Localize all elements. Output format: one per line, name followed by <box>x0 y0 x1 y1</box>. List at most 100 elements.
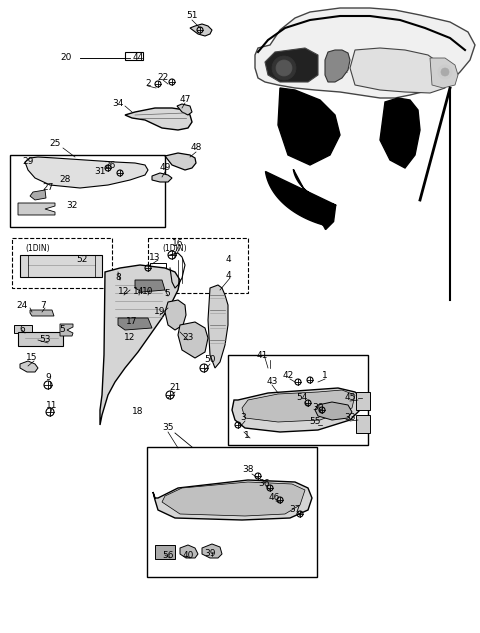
Text: (1DIN): (1DIN) <box>163 244 187 253</box>
Text: 32: 32 <box>66 201 78 210</box>
Text: 9: 9 <box>45 373 51 382</box>
Polygon shape <box>100 265 180 425</box>
Text: 49: 49 <box>159 163 171 173</box>
Text: 12: 12 <box>124 332 136 341</box>
Polygon shape <box>118 318 152 330</box>
Polygon shape <box>30 190 46 200</box>
Text: 37: 37 <box>289 506 301 515</box>
Bar <box>14 325 32 333</box>
Bar <box>10 155 165 227</box>
Polygon shape <box>25 157 148 188</box>
Text: 47: 47 <box>180 96 191 104</box>
Text: 30: 30 <box>312 403 324 413</box>
Polygon shape <box>350 48 448 93</box>
Circle shape <box>438 65 452 79</box>
Text: 1: 1 <box>244 430 250 439</box>
Text: 45: 45 <box>344 394 356 403</box>
Text: 7: 7 <box>40 301 46 310</box>
Text: 42: 42 <box>282 372 294 380</box>
Text: 35: 35 <box>162 423 174 432</box>
Text: 31: 31 <box>94 168 106 177</box>
Polygon shape <box>135 280 165 292</box>
Bar <box>147 447 317 577</box>
Circle shape <box>441 68 449 76</box>
Text: 13: 13 <box>149 253 161 263</box>
Text: 25: 25 <box>49 139 60 147</box>
Text: 36: 36 <box>258 479 270 487</box>
Text: 33: 33 <box>344 413 356 422</box>
Polygon shape <box>430 58 458 88</box>
Text: 6: 6 <box>19 325 25 334</box>
Polygon shape <box>125 108 192 130</box>
Text: 39: 39 <box>204 549 216 558</box>
Bar <box>150 263 166 271</box>
Text: 53: 53 <box>39 335 51 344</box>
Polygon shape <box>190 24 212 36</box>
Text: 22: 22 <box>157 73 168 82</box>
Bar <box>55 173 67 181</box>
Text: 27: 27 <box>42 184 54 192</box>
Text: 52: 52 <box>76 256 88 265</box>
Text: 46: 46 <box>268 494 280 503</box>
Text: 15: 15 <box>26 353 38 363</box>
Text: 16: 16 <box>172 239 184 248</box>
Text: 29: 29 <box>22 158 34 166</box>
Polygon shape <box>30 310 54 316</box>
Text: 21: 21 <box>169 384 180 392</box>
Circle shape <box>272 56 296 80</box>
Text: 56: 56 <box>162 551 174 560</box>
Polygon shape <box>60 324 73 336</box>
Text: 18: 18 <box>132 408 144 417</box>
Bar <box>18 332 63 346</box>
Text: 19: 19 <box>154 308 166 316</box>
Polygon shape <box>232 388 362 432</box>
Bar <box>125 52 143 60</box>
Text: 40: 40 <box>182 551 194 560</box>
Text: 20: 20 <box>60 54 72 63</box>
Text: 41: 41 <box>256 351 268 360</box>
Polygon shape <box>202 544 222 558</box>
Polygon shape <box>265 169 336 230</box>
Text: 5: 5 <box>59 325 65 334</box>
Text: 17: 17 <box>126 318 138 327</box>
Polygon shape <box>208 285 228 368</box>
Polygon shape <box>325 50 350 82</box>
Bar <box>12 238 112 288</box>
Text: 11: 11 <box>46 401 58 410</box>
Polygon shape <box>265 48 318 82</box>
Text: 26: 26 <box>104 161 116 170</box>
Polygon shape <box>255 8 475 98</box>
Polygon shape <box>165 153 196 170</box>
Polygon shape <box>180 545 198 558</box>
Text: 50: 50 <box>204 356 216 365</box>
Text: 34: 34 <box>112 99 124 108</box>
Text: 2: 2 <box>145 78 151 87</box>
Text: 38: 38 <box>242 465 254 475</box>
Text: 4: 4 <box>225 256 231 265</box>
Bar <box>356 392 370 410</box>
Text: 23: 23 <box>182 332 194 341</box>
Polygon shape <box>152 173 172 182</box>
Polygon shape <box>162 482 305 516</box>
Polygon shape <box>278 88 340 165</box>
Text: 5: 5 <box>164 289 170 299</box>
Bar <box>148 238 248 293</box>
Text: (1DIN): (1DIN) <box>26 244 50 253</box>
Polygon shape <box>165 300 186 330</box>
Text: 55: 55 <box>309 418 321 427</box>
Text: 3: 3 <box>240 413 246 422</box>
Bar <box>356 415 370 433</box>
Text: 24: 24 <box>16 301 28 310</box>
Polygon shape <box>380 98 420 168</box>
Text: 44: 44 <box>132 54 144 63</box>
Bar <box>228 355 368 445</box>
Bar <box>20 255 102 277</box>
Bar <box>155 545 175 559</box>
Polygon shape <box>178 322 208 358</box>
Polygon shape <box>20 361 38 372</box>
Text: 54: 54 <box>296 394 308 403</box>
Text: 51: 51 <box>186 11 198 20</box>
Polygon shape <box>18 203 55 215</box>
Text: 8: 8 <box>115 273 121 282</box>
Polygon shape <box>315 402 352 420</box>
